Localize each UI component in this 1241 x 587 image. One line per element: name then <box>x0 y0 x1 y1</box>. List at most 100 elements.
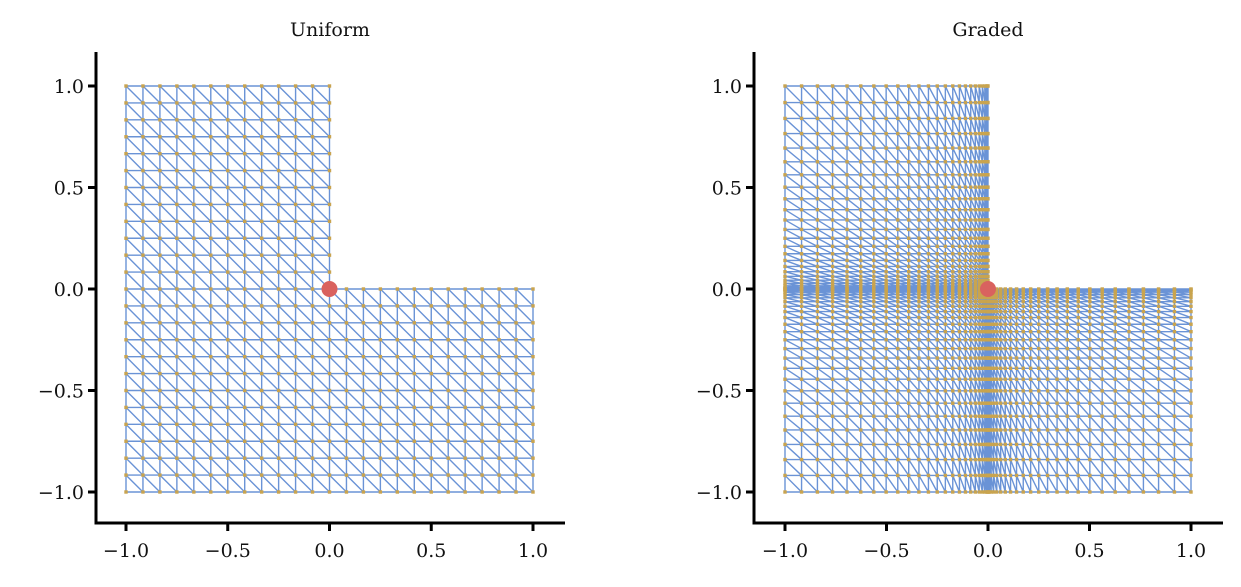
mesh-node <box>429 304 433 308</box>
mesh-node <box>480 473 484 477</box>
mesh-node <box>412 439 416 443</box>
mesh-node <box>1045 329 1050 334</box>
mesh-node <box>987 315 992 320</box>
mesh-node <box>983 131 987 136</box>
mesh-node <box>872 322 876 326</box>
mesh-node <box>935 389 939 393</box>
mesh-node <box>1127 428 1131 432</box>
mesh-node <box>226 490 230 494</box>
mesh-node <box>310 236 315 240</box>
mesh-node <box>1037 338 1041 342</box>
mesh-node <box>310 84 315 88</box>
mesh-node <box>1037 457 1041 462</box>
mesh-node <box>293 118 298 122</box>
mesh-node <box>951 278 955 282</box>
mesh-node <box>995 299 999 304</box>
mesh-node <box>1021 287 1025 291</box>
mesh-node <box>907 329 911 334</box>
mesh-node <box>192 135 196 139</box>
mesh-node <box>859 100 863 105</box>
mesh-node <box>463 371 467 376</box>
y-tick-label: −0.5 <box>38 381 84 403</box>
mesh-node <box>1028 296 1033 300</box>
mesh-node <box>973 244 978 249</box>
mesh-node <box>293 84 298 88</box>
mesh-node <box>998 428 1003 432</box>
mesh-node <box>884 290 888 294</box>
mesh-node <box>259 219 264 224</box>
mesh-node <box>799 160 804 164</box>
mesh-node <box>1172 442 1177 447</box>
mesh-node <box>378 405 383 410</box>
mesh-node <box>935 278 939 282</box>
mesh-node <box>986 131 990 136</box>
mesh-node <box>1014 457 1019 462</box>
mesh-node <box>980 274 985 279</box>
mesh-node <box>1113 366 1117 370</box>
mesh-node <box>799 442 804 447</box>
mesh-node <box>969 322 973 326</box>
mesh-node <box>1028 290 1033 294</box>
mesh-node <box>917 131 921 136</box>
mesh-node <box>1100 292 1104 297</box>
mesh-node <box>991 401 996 405</box>
mesh-node <box>989 457 993 462</box>
mesh-node <box>872 473 876 478</box>
mesh-node <box>1141 338 1146 342</box>
mesh-node <box>175 490 179 494</box>
mesh-node <box>872 329 876 334</box>
mesh-node <box>1189 287 1193 291</box>
mesh-node <box>259 236 264 240</box>
mesh-node <box>327 101 332 105</box>
mesh-node <box>926 304 931 308</box>
mesh-node <box>987 304 992 308</box>
mesh-node <box>907 315 911 320</box>
mesh-node <box>986 84 990 88</box>
mesh-node <box>815 309 820 314</box>
mesh-node <box>973 292 978 297</box>
mesh-node <box>987 329 992 334</box>
mesh-node <box>989 315 993 320</box>
mesh-node <box>1189 473 1193 478</box>
mesh-node <box>158 219 162 224</box>
mesh-node <box>1113 296 1117 300</box>
mesh-node <box>226 405 230 410</box>
mesh-node <box>991 309 996 314</box>
mesh-node <box>209 304 213 308</box>
mesh-node <box>209 135 213 139</box>
mesh-node <box>124 371 128 376</box>
mesh-node <box>1113 490 1117 494</box>
mesh-node <box>463 456 467 460</box>
mesh-node <box>983 377 987 381</box>
mesh-node <box>935 299 939 304</box>
mesh-node <box>783 264 787 269</box>
mesh-node <box>969 356 973 360</box>
mesh-node <box>1021 401 1025 405</box>
mesh-node <box>917 366 921 370</box>
mesh-node <box>926 131 931 136</box>
mesh-node <box>1113 290 1117 294</box>
mesh-node <box>1172 346 1177 351</box>
mesh-node <box>395 405 400 410</box>
mesh-node <box>963 116 968 121</box>
mesh-node <box>1014 389 1019 393</box>
mesh-node <box>907 131 911 136</box>
mesh-node <box>480 321 484 325</box>
mesh-node <box>276 236 281 240</box>
mesh-node <box>497 371 501 376</box>
mesh-node <box>986 274 990 279</box>
mesh-node <box>998 287 1003 291</box>
mesh-node <box>896 160 900 164</box>
mesh-node <box>830 197 835 201</box>
mesh-node <box>872 356 876 360</box>
mesh-node <box>1156 473 1161 478</box>
mesh-node <box>830 346 835 351</box>
mesh-node <box>977 274 981 279</box>
mesh-node <box>1065 287 1069 291</box>
mesh-node <box>845 227 849 232</box>
mesh-node <box>884 270 888 274</box>
mesh-node <box>1045 309 1050 314</box>
mesh-node <box>124 422 128 427</box>
mesh-node <box>429 321 433 325</box>
mesh-node <box>884 264 888 269</box>
